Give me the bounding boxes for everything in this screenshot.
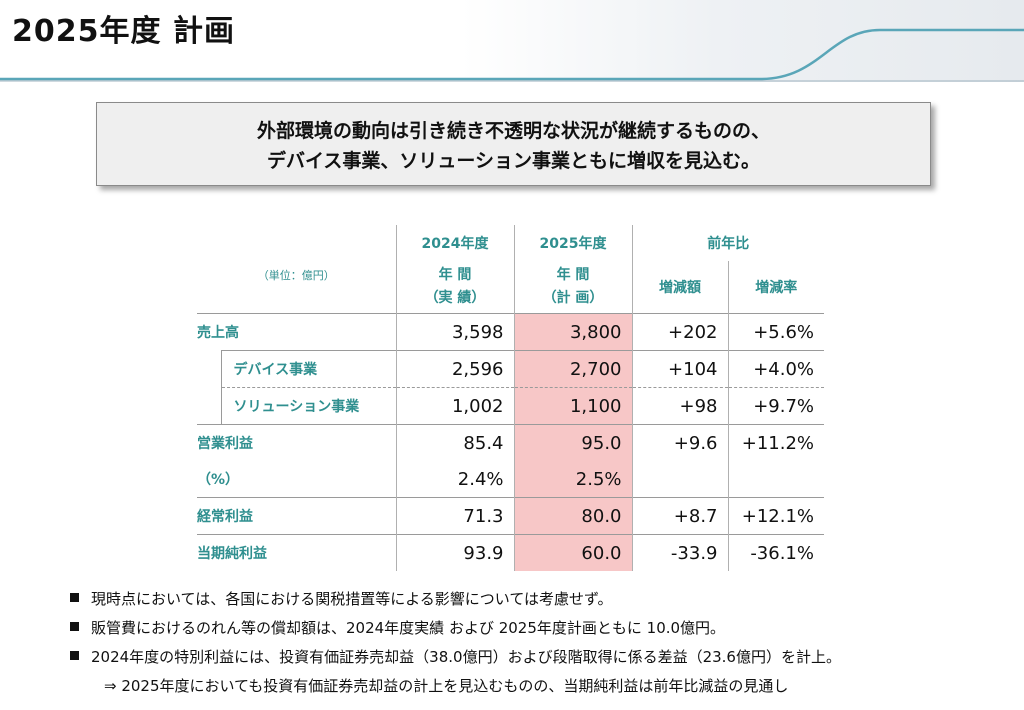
summary-line-1: 外部環境の動向は引き続き不透明な状況が継続するものの、 [256, 120, 770, 142]
value-2025: 95.0 [513, 424, 632, 461]
value-2024: 2.4% [395, 461, 514, 498]
value-diff: +202 [631, 313, 728, 351]
note-item: 2024年度の特別利益には、投資有価証券売却益（38.0億円）および段階取得に係… [70, 643, 841, 672]
row-label: （%） [197, 472, 240, 488]
header-2024-actual: （実 績） [395, 287, 514, 314]
row-label: デバイス事業 [221, 350, 396, 388]
value-2025: 3,800 [513, 313, 632, 351]
row-label: 経常利益 [197, 497, 396, 535]
header-2024: 2024年度 [395, 225, 514, 261]
value-rate: +12.1% [727, 497, 824, 535]
table-header-row-1: 2024年度 2025年度 前年比 [197, 225, 824, 261]
sub-note: ⇒ 2025年度においても投資有価証券売却益の計上を見込むものの、当期純利益は前… [104, 677, 789, 695]
header-2025-plan: （計 画） [513, 287, 632, 314]
table-header-row-2: （単位：億円） 年 間 年 間 増減額 増減率 [197, 261, 824, 314]
row-label: ソリューション事業 [221, 387, 396, 425]
value-diff: -33.9 [631, 534, 728, 571]
row-label: 当期純利益 [197, 534, 396, 571]
note-item: 現時点においては、各国における関税措置等による影響については考慮せず。 [70, 585, 841, 614]
summary-line-2: デバイス事業、ソリューション事業ともに増収を見込む。 [266, 150, 761, 172]
value-2025: 80.0 [513, 497, 632, 535]
value-diff: +8.7 [631, 497, 728, 535]
value-diff: +9.6 [631, 424, 728, 461]
value-2024: 1,002 [395, 387, 514, 425]
table-row-device: デバイス事業 2,596 2,700 +104 +4.0% [197, 350, 824, 388]
header-2025-annual: 年 間 [513, 261, 632, 287]
value-rate [727, 461, 824, 498]
value-rate: +11.2% [727, 424, 824, 461]
table-row-operating-profit: 営業利益 85.4 95.0 +9.6 +11.2% [197, 424, 824, 461]
value-2025: 60.0 [513, 534, 632, 571]
value-diff: +98 [631, 387, 728, 425]
table-row-ordinary-profit: 経常利益 71.3 80.0 +8.7 +12.1% [197, 497, 824, 535]
value-rate: -36.1% [727, 534, 824, 571]
value-diff: +104 [631, 350, 728, 388]
header-2025: 2025年度 [513, 225, 632, 261]
header-decoration [0, 28, 1024, 82]
row-label: 営業利益 [197, 424, 396, 461]
square-bullet-icon [70, 593, 79, 602]
value-2024: 2,596 [395, 350, 514, 388]
value-diff [631, 461, 728, 498]
value-2025: 2.5% [513, 461, 632, 498]
unit-label: （単位：億円） [257, 269, 335, 282]
table-row-operating-margin: （%） 2.4% 2.5% [197, 461, 824, 498]
row-label: 売上高 [197, 313, 396, 351]
value-rate: +9.7% [727, 387, 824, 425]
table-header-row-3: （実 績） （計 画） [197, 287, 824, 314]
value-2025: 2,700 [513, 350, 632, 388]
value-2024: 71.3 [395, 497, 514, 535]
table-row-net-income: 当期純利益 93.9 60.0 -33.9 -36.1% [197, 534, 824, 571]
notes-list: 現時点においては、各国における関税措置等による影響については考慮せず。 販管費に… [70, 585, 841, 701]
note-item: 販管費におけるのれん等の償却額は、2024年度実績 および 2025年度計画とも… [70, 614, 841, 643]
square-bullet-icon [70, 651, 79, 660]
value-2024: 85.4 [395, 424, 514, 461]
summary-box: 外部環境の動向は引き続き不透明な状況が継続するものの、 デバイス事業、ソリューシ… [96, 102, 931, 186]
financial-plan-table: 2024年度 2025年度 前年比 （単位：億円） 年 間 年 間 増減額 増減… [197, 225, 824, 571]
header-banner: 2025年度 計画 [0, 0, 1024, 82]
header-yoy: 前年比 [631, 225, 824, 261]
value-2024: 93.9 [395, 534, 514, 571]
header-2024-annual: 年 間 [395, 261, 514, 287]
header-rate: 増減率 [727, 261, 824, 314]
value-2025: 1,100 [513, 387, 632, 425]
value-2024: 3,598 [395, 313, 514, 351]
page-title: 2025年度 計画 [12, 14, 235, 49]
square-bullet-icon [70, 622, 79, 631]
table-row-solution: ソリューション事業 1,002 1,100 +98 +9.7% [197, 387, 824, 425]
value-rate: +5.6% [727, 313, 824, 351]
value-rate: +4.0% [727, 350, 824, 388]
header-diff: 増減額 [631, 261, 728, 314]
table-row-sales: 売上高 3,598 3,800 +202 +5.6% [197, 313, 824, 351]
